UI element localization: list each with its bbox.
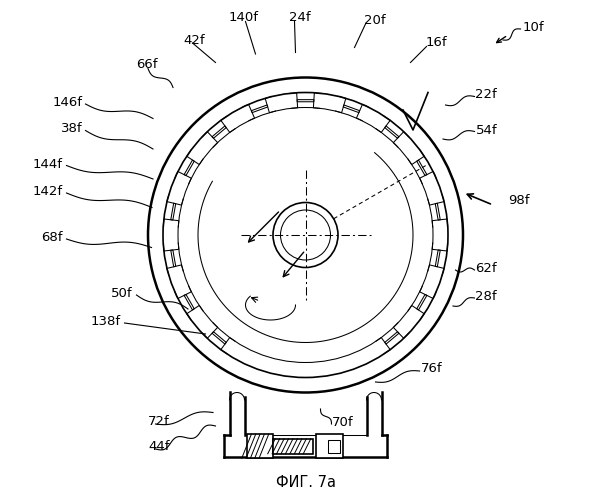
Text: 10f: 10f	[523, 21, 544, 34]
Text: 76f: 76f	[420, 362, 442, 376]
Text: 68f: 68f	[42, 231, 63, 244]
Bar	[273, 438, 313, 454]
Text: 20f: 20f	[364, 14, 386, 26]
Text: 138f: 138f	[90, 315, 120, 328]
Text: 16f: 16f	[425, 36, 447, 49]
Text: 66f: 66f	[136, 58, 158, 71]
Text: 98f: 98f	[508, 194, 530, 206]
Text: 144f: 144f	[33, 158, 63, 170]
Text: 24f: 24f	[290, 11, 311, 24]
Text: 44f: 44f	[148, 440, 169, 453]
Text: 140f: 140f	[229, 11, 259, 24]
Text: 28f: 28f	[475, 290, 497, 303]
Text: 142f: 142f	[33, 185, 63, 198]
Text: 62f: 62f	[475, 262, 497, 276]
Text: 42f: 42f	[183, 34, 205, 46]
Text: 146f: 146f	[53, 96, 83, 109]
Bar	[328, 440, 340, 453]
Text: 54f: 54f	[475, 124, 497, 136]
Text: 50f: 50f	[111, 287, 133, 300]
Text: ФИГ. 7a: ФИГ. 7a	[276, 475, 335, 490]
Text: 38f: 38f	[61, 122, 83, 136]
Text: 70f: 70f	[332, 416, 354, 429]
Bar	[247, 434, 273, 458]
Text: 22f: 22f	[475, 88, 497, 102]
Text: 72f: 72f	[148, 415, 170, 428]
Bar	[315, 434, 343, 458]
